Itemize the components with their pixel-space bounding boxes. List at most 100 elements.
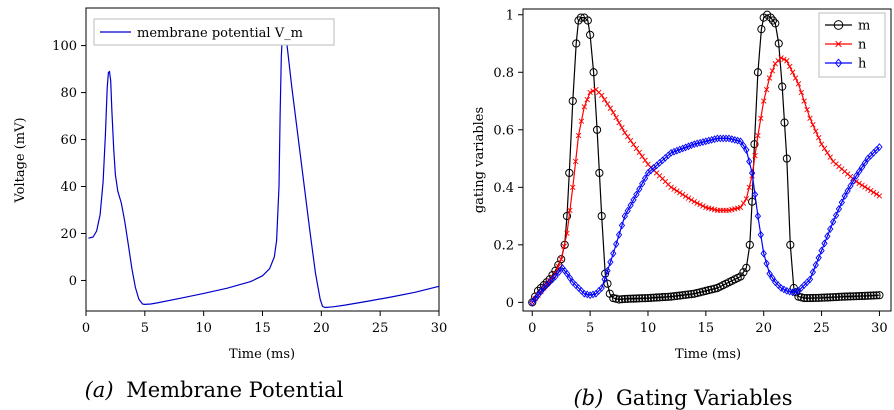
- right-caption-text: Gating Variables: [616, 386, 793, 410]
- right-n-marker: [546, 278, 553, 284]
- right-m-marker: [586, 30, 595, 39]
- right-h-marker: [838, 198, 845, 207]
- right-n-marker: [760, 98, 767, 104]
- right-h-marker: [841, 192, 848, 200]
- right-y-tick-label: 0.2: [493, 238, 514, 253]
- legend-label-h: h: [858, 57, 867, 72]
- right-m-marker: [649, 293, 658, 302]
- right-m-marker: [869, 291, 878, 300]
- right-m-marker: [766, 13, 775, 22]
- right-m-marker: [626, 294, 635, 303]
- right-h-marker: [705, 136, 712, 145]
- right-m-marker: [576, 13, 585, 22]
- right-m-marker: [831, 292, 841, 302]
- right-h-marker: [858, 163, 866, 172]
- right-m-marker: [823, 293, 832, 302]
- left-y-axis-label: Voltage (mV): [13, 117, 28, 203]
- right-m-marker: [843, 292, 852, 301]
- right-x-tick-label: 15: [698, 321, 715, 336]
- left-x-tick-label: 5: [141, 321, 149, 336]
- right-n-marker: [815, 134, 822, 141]
- right-n-marker: [743, 196, 750, 202]
- right-h-marker: [740, 141, 747, 150]
- right-m-marker: [811, 293, 820, 303]
- right-h-marker: [737, 137, 744, 146]
- right-n-marker: [633, 145, 640, 152]
- legend-marker-n: [835, 40, 842, 48]
- right-h-marker: [876, 143, 883, 151]
- right-h-marker: [589, 290, 597, 299]
- right-x-tick-label: 30: [871, 321, 888, 336]
- right-h-marker: [532, 294, 539, 303]
- right-h-marker: [566, 274, 574, 282]
- right-n-marker: [827, 154, 833, 160]
- right-m-marker: [669, 292, 679, 301]
- right-m-marker: [837, 292, 846, 301]
- left-y-tick-label: 100: [52, 39, 77, 54]
- right-m-marker: [681, 290, 690, 299]
- right-h-marker: [844, 186, 851, 195]
- right-n-marker: [694, 200, 700, 206]
- right-h-marker: [850, 176, 857, 185]
- right-m-marker: [617, 295, 627, 304]
- right-m-marker: [742, 263, 751, 272]
- right-n-marker: [601, 96, 608, 103]
- right-m-marker: [635, 294, 644, 303]
- right-m-marker: [672, 291, 682, 300]
- left-x-tick-label: 0: [82, 321, 90, 336]
- right-n-marker: [810, 122, 816, 128]
- right-m-marker: [803, 293, 812, 303]
- right-n-marker: [859, 182, 865, 188]
- right-h-marker: [572, 281, 579, 290]
- right-h-marker: [641, 174, 649, 183]
- right-m-marker: [840, 292, 849, 301]
- right-n-marker: [804, 106, 810, 113]
- right-x-tick-label: 25: [813, 321, 830, 336]
- right-m-marker: [597, 211, 606, 221]
- right-m-marker: [664, 292, 673, 301]
- right-n-marker: [821, 145, 828, 152]
- right-m-marker: [768, 16, 778, 25]
- right-h-marker: [529, 298, 536, 307]
- right-h-marker: [746, 157, 753, 166]
- right-m-marker: [623, 294, 632, 303]
- right-h-marker: [618, 221, 626, 230]
- right-n-marker: [625, 133, 631, 140]
- right-n-marker: [813, 128, 819, 134]
- right-n-marker: [572, 158, 579, 165]
- right-series-line-diamond: [531, 137, 880, 303]
- left-y-tick-label: 60: [60, 133, 77, 148]
- right-m-marker: [589, 68, 598, 77]
- right-n-marker: [581, 104, 588, 110]
- right-y-tick-label: 1: [506, 8, 514, 23]
- right-h-marker: [812, 261, 819, 269]
- right-x-ticks: 0 5 10 15 20 25 30: [528, 311, 888, 336]
- right-n-marker: [755, 132, 761, 139]
- right-h-marker: [682, 143, 689, 152]
- legend-marker-m: [833, 20, 844, 30]
- right-legend-box: [818, 12, 886, 78]
- right-m-marker: [805, 293, 815, 303]
- left-series-group: [88, 21, 440, 309]
- right-m-marker: [658, 293, 667, 302]
- left-caption: (a) Membrane Potential: [85, 378, 344, 402]
- right-m-marker: [646, 293, 655, 302]
- right-n-marker: [570, 184, 576, 191]
- right-n-marker: [622, 129, 628, 136]
- right-m-marker: [667, 292, 676, 301]
- right-y-axis-label: gating variables: [472, 107, 487, 213]
- right-n-marker: [873, 191, 880, 197]
- right-h-marker: [818, 246, 825, 255]
- right-n-marker: [578, 118, 585, 124]
- right-legend: mnh: [818, 12, 886, 78]
- right-m-marker: [687, 290, 696, 299]
- right-n-marker: [766, 75, 773, 81]
- right-n-marker: [616, 119, 622, 126]
- right-y-tick-label: 0.6: [493, 123, 514, 138]
- right-m-marker: [661, 292, 670, 302]
- right-n-marker: [807, 115, 813, 122]
- right-h-marker: [667, 148, 675, 157]
- right-m-marker: [808, 293, 817, 303]
- right-h-marker: [685, 142, 692, 151]
